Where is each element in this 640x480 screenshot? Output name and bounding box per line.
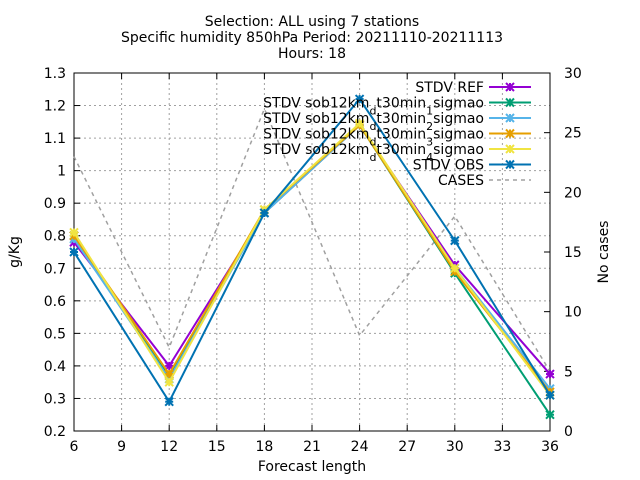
data-point	[545, 369, 555, 379]
legend-label-part: STDV sob12km	[263, 96, 369, 112]
data-point	[164, 377, 174, 387]
y-axis-label: g/Kg	[7, 236, 23, 268]
legend-label-part: 4	[426, 151, 433, 164]
legend-label-part: STDV sob12km	[263, 127, 369, 143]
legend-marker	[505, 159, 515, 170]
legend-marker	[505, 113, 515, 123]
x-tick-label: 36	[541, 439, 559, 455]
y2-tick-label: 30	[564, 66, 582, 82]
legend-label-part: STDV sob12km	[263, 142, 369, 158]
legend-label-part: d	[369, 135, 376, 148]
x-tick-label: 9	[117, 439, 126, 455]
legend-marker	[505, 82, 515, 92]
x-tick-label: 27	[398, 439, 416, 455]
legend-label-part: sigmao	[433, 111, 484, 127]
x-tick-label: 30	[446, 439, 464, 455]
legend-label-part: d	[369, 104, 376, 117]
series-layer	[69, 94, 555, 420]
series-line	[73, 106, 551, 372]
x-tick-label: 33	[493, 439, 511, 455]
legend-label: CASES	[438, 173, 484, 189]
y-tick-label: 1.3	[44, 66, 66, 82]
chart-title-line-3: Hours: 18	[278, 46, 346, 62]
legend-label-part: 2	[426, 120, 433, 133]
legend-marker	[505, 144, 515, 154]
legend-item: STDV OBS	[413, 158, 531, 174]
legend-label: STDV sob12kmdt30min4sigmao	[263, 142, 484, 164]
legend-label: STDV sob12kmdt30min3sigmao	[263, 127, 484, 149]
legend-label: STDV REF	[415, 80, 484, 96]
legend-label-part: t30min	[376, 142, 426, 158]
x-tick-label: 15	[208, 439, 226, 455]
legend-item: STDV REF	[415, 80, 531, 96]
series-6	[73, 106, 551, 372]
y-tick-label: 1.1	[44, 131, 66, 147]
data-point	[450, 263, 460, 273]
data-point	[69, 227, 79, 238]
x-tick-label: 24	[351, 439, 369, 455]
y-tick-label: 0.2	[44, 424, 66, 440]
legend-label-part: d	[369, 151, 376, 164]
chart-title-line-1: Selection: ALL using 7 stations	[205, 14, 419, 30]
legend-label-part: STDV sob12km	[263, 111, 369, 127]
legend-marker	[505, 128, 515, 139]
y2-tick-label: 15	[564, 245, 582, 261]
legend-label-part: t30min	[376, 96, 426, 112]
x-tick-label: 6	[70, 439, 79, 455]
legend-item: STDV sob12kmdt30min4sigmao	[263, 142, 531, 164]
legend-label-part: 3	[426, 135, 433, 148]
legend-item: STDV sob12kmdt30min2sigmao	[263, 111, 531, 133]
data-point	[164, 397, 174, 407]
legend-label-part: d	[369, 120, 376, 133]
y-tick-label: 1.2	[44, 99, 66, 115]
y2-axis-label: No cases	[596, 221, 612, 284]
legend-marker	[505, 97, 515, 108]
legend-label: STDV OBS	[413, 158, 484, 174]
data-point	[545, 410, 555, 420]
y-tick-label: 0.9	[44, 196, 66, 212]
y-tick-label: 0.7	[44, 261, 66, 277]
data-point	[545, 390, 555, 400]
y-axis: 0.2 0.3 0.4 0.5 0.6 0.7 0.8 0.9 1 1.1 1.2 1.3	[44, 66, 80, 440]
y-tick-label: 0.5	[44, 326, 66, 342]
x-tick-label: 18	[255, 439, 273, 455]
data-point	[259, 208, 270, 218]
x-axis: 6 9 12 15 18 21 24 27 30 33 36	[70, 73, 559, 455]
chart-title-line-2: Specific humidity 850hPa Period: 2021111…	[121, 30, 503, 46]
y2-tick-label: 25	[564, 126, 582, 142]
x-tick-label: 12	[160, 439, 178, 455]
legend-label: STDV sob12kmdt30min2sigmao	[263, 111, 484, 133]
legend-label-part: sigmao	[433, 127, 484, 143]
y-tick-label: 0.8	[44, 229, 66, 245]
legend-item: STDV sob12kmdt30min1sigmao	[263, 96, 531, 118]
series-line	[73, 121, 551, 396]
data-point	[354, 118, 365, 129]
y2-tick-label: 5	[564, 364, 573, 380]
legend-label-part: sigmao	[433, 96, 484, 112]
legend-label-part: t30min	[376, 127, 426, 143]
x-tick-label: 21	[303, 439, 321, 455]
y-tick-label: 1	[57, 164, 66, 180]
y2-tick-label: 0	[564, 424, 573, 440]
series-5	[69, 94, 555, 407]
x-axis-label: Forecast length	[258, 459, 366, 475]
data-point	[450, 235, 460, 246]
y2-tick-label: 20	[564, 185, 582, 201]
legend-item: CASES	[438, 173, 531, 189]
y-tick-label: 0.3	[44, 391, 66, 407]
y-tick-label: 0.6	[44, 294, 66, 310]
y-tick-label: 0.4	[44, 359, 66, 375]
data-point	[69, 247, 79, 257]
series-line	[73, 97, 551, 404]
legend-label-part: sigmao	[433, 142, 484, 158]
legend-label-part: 1	[426, 104, 433, 117]
legend-item: STDV sob12kmdt30min3sigmao	[263, 127, 531, 149]
legend-label: STDV sob12kmdt30min1sigmao	[263, 96, 484, 118]
y2-tick-label: 10	[564, 305, 582, 321]
chart-title: Selection: ALL using 7 stations Specific…	[121, 14, 503, 62]
legend-label-part: t30min	[376, 111, 426, 127]
data-point	[354, 94, 365, 104]
